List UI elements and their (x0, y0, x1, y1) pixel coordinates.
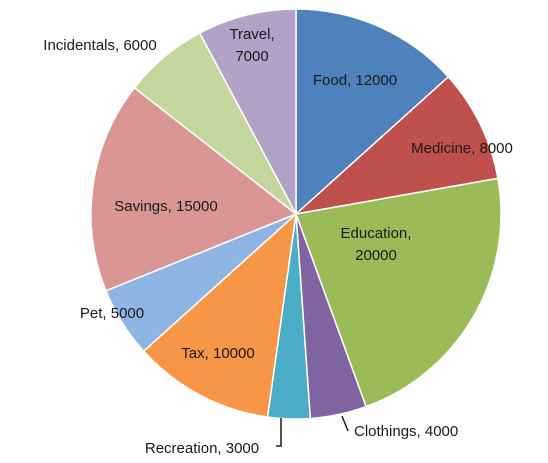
slice-label-food: Food, 12000 (313, 72, 397, 89)
pie-slice-tax (142, 212, 298, 418)
pie-slice-medicine (293, 75, 499, 216)
slice-label-medicine: Medicine, 8000 (411, 140, 513, 157)
slice-labels: Food, 12000 Medicine, 8000 Education, 20000… (43, 26, 513, 457)
slice-label-pet: Pet, 5000 (80, 305, 144, 322)
slice-label-clothings: Clothings, 4000 (354, 423, 458, 440)
pie-slice-travel (198, 8, 297, 215)
slice-label-incidentals: Incidentals, 6000 (43, 37, 156, 54)
pie-slice-savings (90, 86, 298, 292)
slice-label-travel: Travel, 7000 (229, 26, 274, 65)
leader-line-recreation (276, 418, 282, 447)
slice-label-recreation: Recreation, 3000 (145, 440, 259, 457)
pie-slice-education (294, 177, 502, 408)
leader-lines (276, 415, 349, 447)
pie-slice-food (295, 8, 450, 216)
slice-label-education: Education, 20000 (341, 225, 412, 264)
pie-slices (90, 8, 502, 420)
slice-label-savings: Savings, 15000 (114, 198, 217, 215)
slice-label-tax: Tax, 10000 (181, 345, 254, 362)
leader-line-clothings (341, 415, 349, 432)
